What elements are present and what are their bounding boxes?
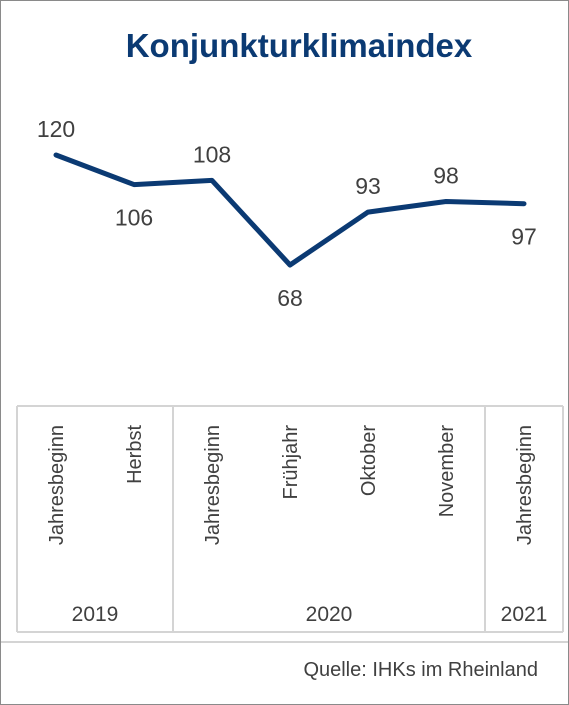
year-group-labels: 2019 2020 2021 [72,603,548,626]
category-label: Frühjahr [280,425,302,500]
category-labels: Jahresbeginn Herbst Jahresbeginn Frühjah… [46,425,536,546]
series-line [53,152,527,268]
data-label: 120 [37,116,75,142]
data-label: 93 [355,173,381,199]
category-axis-table [16,405,564,633]
data-labels: 120 106 108 68 93 98 97 [37,116,537,311]
data-label: 98 [433,163,459,189]
data-label: 108 [193,141,231,167]
category-label: Herbst [124,425,146,484]
chart-title: Konjunkturklimaindex [126,27,473,64]
category-label: Jahresbeginn [514,425,536,545]
year-label: 2020 [306,603,353,626]
year-label: 2021 [501,603,548,626]
year-label: 2019 [72,603,119,626]
category-label: Jahresbeginn [46,425,68,545]
data-label: 97 [511,224,537,250]
data-label: 106 [115,205,153,231]
category-label: Jahresbeginn [202,425,224,545]
category-label: November [436,425,458,518]
source-note: Quelle: IHKs im Rheinland [303,659,538,681]
category-label: Oktober [358,425,380,496]
data-label: 68 [277,285,303,311]
